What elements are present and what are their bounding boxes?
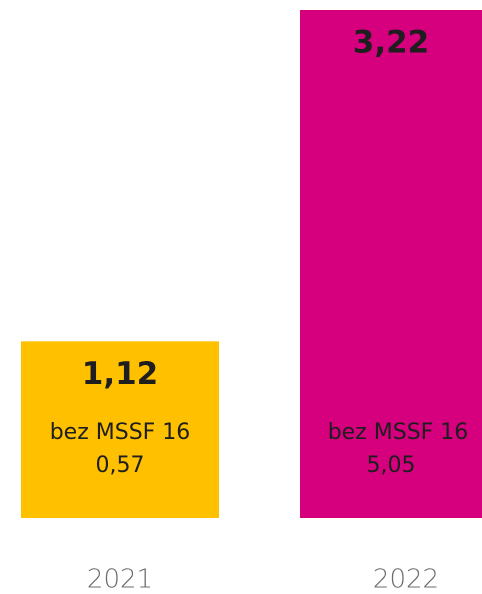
bar: [21, 341, 219, 518]
annotation-value: 5,05: [367, 453, 416, 478]
annotation-value: 0,57: [96, 453, 145, 478]
x-tick-label: 2021: [87, 565, 153, 594]
value-label: 1,12: [82, 356, 159, 392]
annotation-label: bez MSSF 16: [328, 420, 469, 445]
bar: [300, 10, 482, 518]
x-tick-label: 2022: [373, 565, 439, 594]
annotation-label: bez MSSF 16: [50, 420, 191, 445]
value-label: 3,22: [353, 25, 430, 61]
